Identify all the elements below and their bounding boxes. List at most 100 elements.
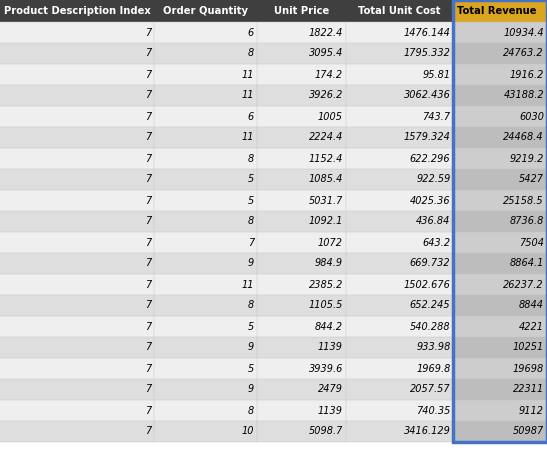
Bar: [257, 64, 346, 85]
Bar: [453, 127, 547, 148]
Text: 7: 7: [145, 300, 152, 311]
Text: 9112: 9112: [519, 405, 544, 415]
Text: 2224.4: 2224.4: [309, 132, 343, 142]
Bar: [346, 0, 453, 22]
Bar: [0, 358, 154, 379]
Bar: [0, 295, 154, 316]
Text: 7: 7: [145, 322, 152, 332]
Bar: [154, 400, 257, 421]
Bar: [0, 64, 154, 85]
Bar: [453, 22, 547, 43]
Bar: [257, 337, 346, 358]
Text: 5: 5: [248, 196, 254, 206]
Bar: [453, 379, 547, 400]
Text: 1502.676: 1502.676: [404, 279, 451, 289]
Text: 24468.4: 24468.4: [503, 132, 544, 142]
Bar: [346, 421, 453, 442]
Text: 7504: 7504: [519, 238, 544, 247]
Text: 8844: 8844: [519, 300, 544, 311]
Bar: [453, 43, 547, 64]
Bar: [0, 337, 154, 358]
Bar: [257, 421, 346, 442]
Bar: [257, 22, 346, 43]
Bar: [346, 190, 453, 211]
Text: Unit Price: Unit Price: [274, 6, 329, 16]
Text: 3926.2: 3926.2: [309, 91, 343, 100]
Text: 22311: 22311: [513, 385, 544, 394]
Bar: [453, 190, 547, 211]
Text: 25158.5: 25158.5: [503, 196, 544, 206]
Bar: [257, 274, 346, 295]
Bar: [0, 253, 154, 274]
Text: 8736.8: 8736.8: [510, 217, 544, 227]
Bar: [453, 316, 547, 337]
Text: 9219.2: 9219.2: [510, 153, 544, 164]
Text: 844.2: 844.2: [315, 322, 343, 332]
Text: 1085.4: 1085.4: [309, 174, 343, 185]
Bar: [346, 169, 453, 190]
Bar: [257, 400, 346, 421]
Text: 50987: 50987: [513, 426, 544, 436]
Text: 1579.324: 1579.324: [404, 132, 451, 142]
Text: 7: 7: [145, 217, 152, 227]
Text: 1139: 1139: [318, 405, 343, 415]
Text: 7: 7: [145, 279, 152, 289]
Text: 1092.1: 1092.1: [309, 217, 343, 227]
Text: 652.245: 652.245: [410, 300, 451, 311]
Text: 7: 7: [145, 405, 152, 415]
Text: 9: 9: [248, 343, 254, 353]
Bar: [453, 211, 547, 232]
Bar: [346, 64, 453, 85]
Text: 5: 5: [248, 322, 254, 332]
Text: 5: 5: [248, 174, 254, 185]
Text: 7: 7: [145, 258, 152, 268]
Text: 669.732: 669.732: [410, 258, 451, 268]
Text: 743.7: 743.7: [422, 111, 451, 121]
Bar: [257, 0, 346, 22]
Bar: [453, 358, 547, 379]
Text: 7: 7: [145, 196, 152, 206]
Bar: [453, 253, 547, 274]
Text: 5427: 5427: [519, 174, 544, 185]
Bar: [154, 337, 257, 358]
Bar: [257, 169, 346, 190]
Bar: [346, 106, 453, 127]
Text: 740.35: 740.35: [416, 405, 451, 415]
Text: 8: 8: [248, 49, 254, 59]
Bar: [154, 253, 257, 274]
Text: 1795.332: 1795.332: [404, 49, 451, 59]
Bar: [257, 127, 346, 148]
Bar: [0, 106, 154, 127]
Text: 11: 11: [242, 279, 254, 289]
Bar: [0, 190, 154, 211]
Bar: [257, 358, 346, 379]
Text: 8864.1: 8864.1: [510, 258, 544, 268]
Bar: [453, 421, 547, 442]
Text: 26237.2: 26237.2: [503, 279, 544, 289]
Text: 9: 9: [248, 258, 254, 268]
Text: 3939.6: 3939.6: [309, 364, 343, 374]
Text: 8: 8: [248, 153, 254, 164]
Text: 933.98: 933.98: [416, 343, 451, 353]
Bar: [0, 169, 154, 190]
Bar: [346, 295, 453, 316]
Text: 622.296: 622.296: [410, 153, 451, 164]
Bar: [154, 148, 257, 169]
Bar: [154, 358, 257, 379]
Text: 1822.4: 1822.4: [309, 27, 343, 38]
Text: 8: 8: [248, 405, 254, 415]
Text: Total Unit Cost: Total Unit Cost: [358, 6, 441, 16]
Bar: [453, 85, 547, 106]
Text: 1969.8: 1969.8: [416, 364, 451, 374]
Bar: [0, 379, 154, 400]
Text: 2057.57: 2057.57: [410, 385, 451, 394]
Bar: [346, 253, 453, 274]
Text: 7: 7: [145, 111, 152, 121]
Bar: [346, 274, 453, 295]
Text: 5031.7: 5031.7: [309, 196, 343, 206]
Bar: [154, 421, 257, 442]
Text: 1105.5: 1105.5: [309, 300, 343, 311]
Bar: [346, 127, 453, 148]
Text: 6: 6: [248, 27, 254, 38]
Text: 10: 10: [242, 426, 254, 436]
